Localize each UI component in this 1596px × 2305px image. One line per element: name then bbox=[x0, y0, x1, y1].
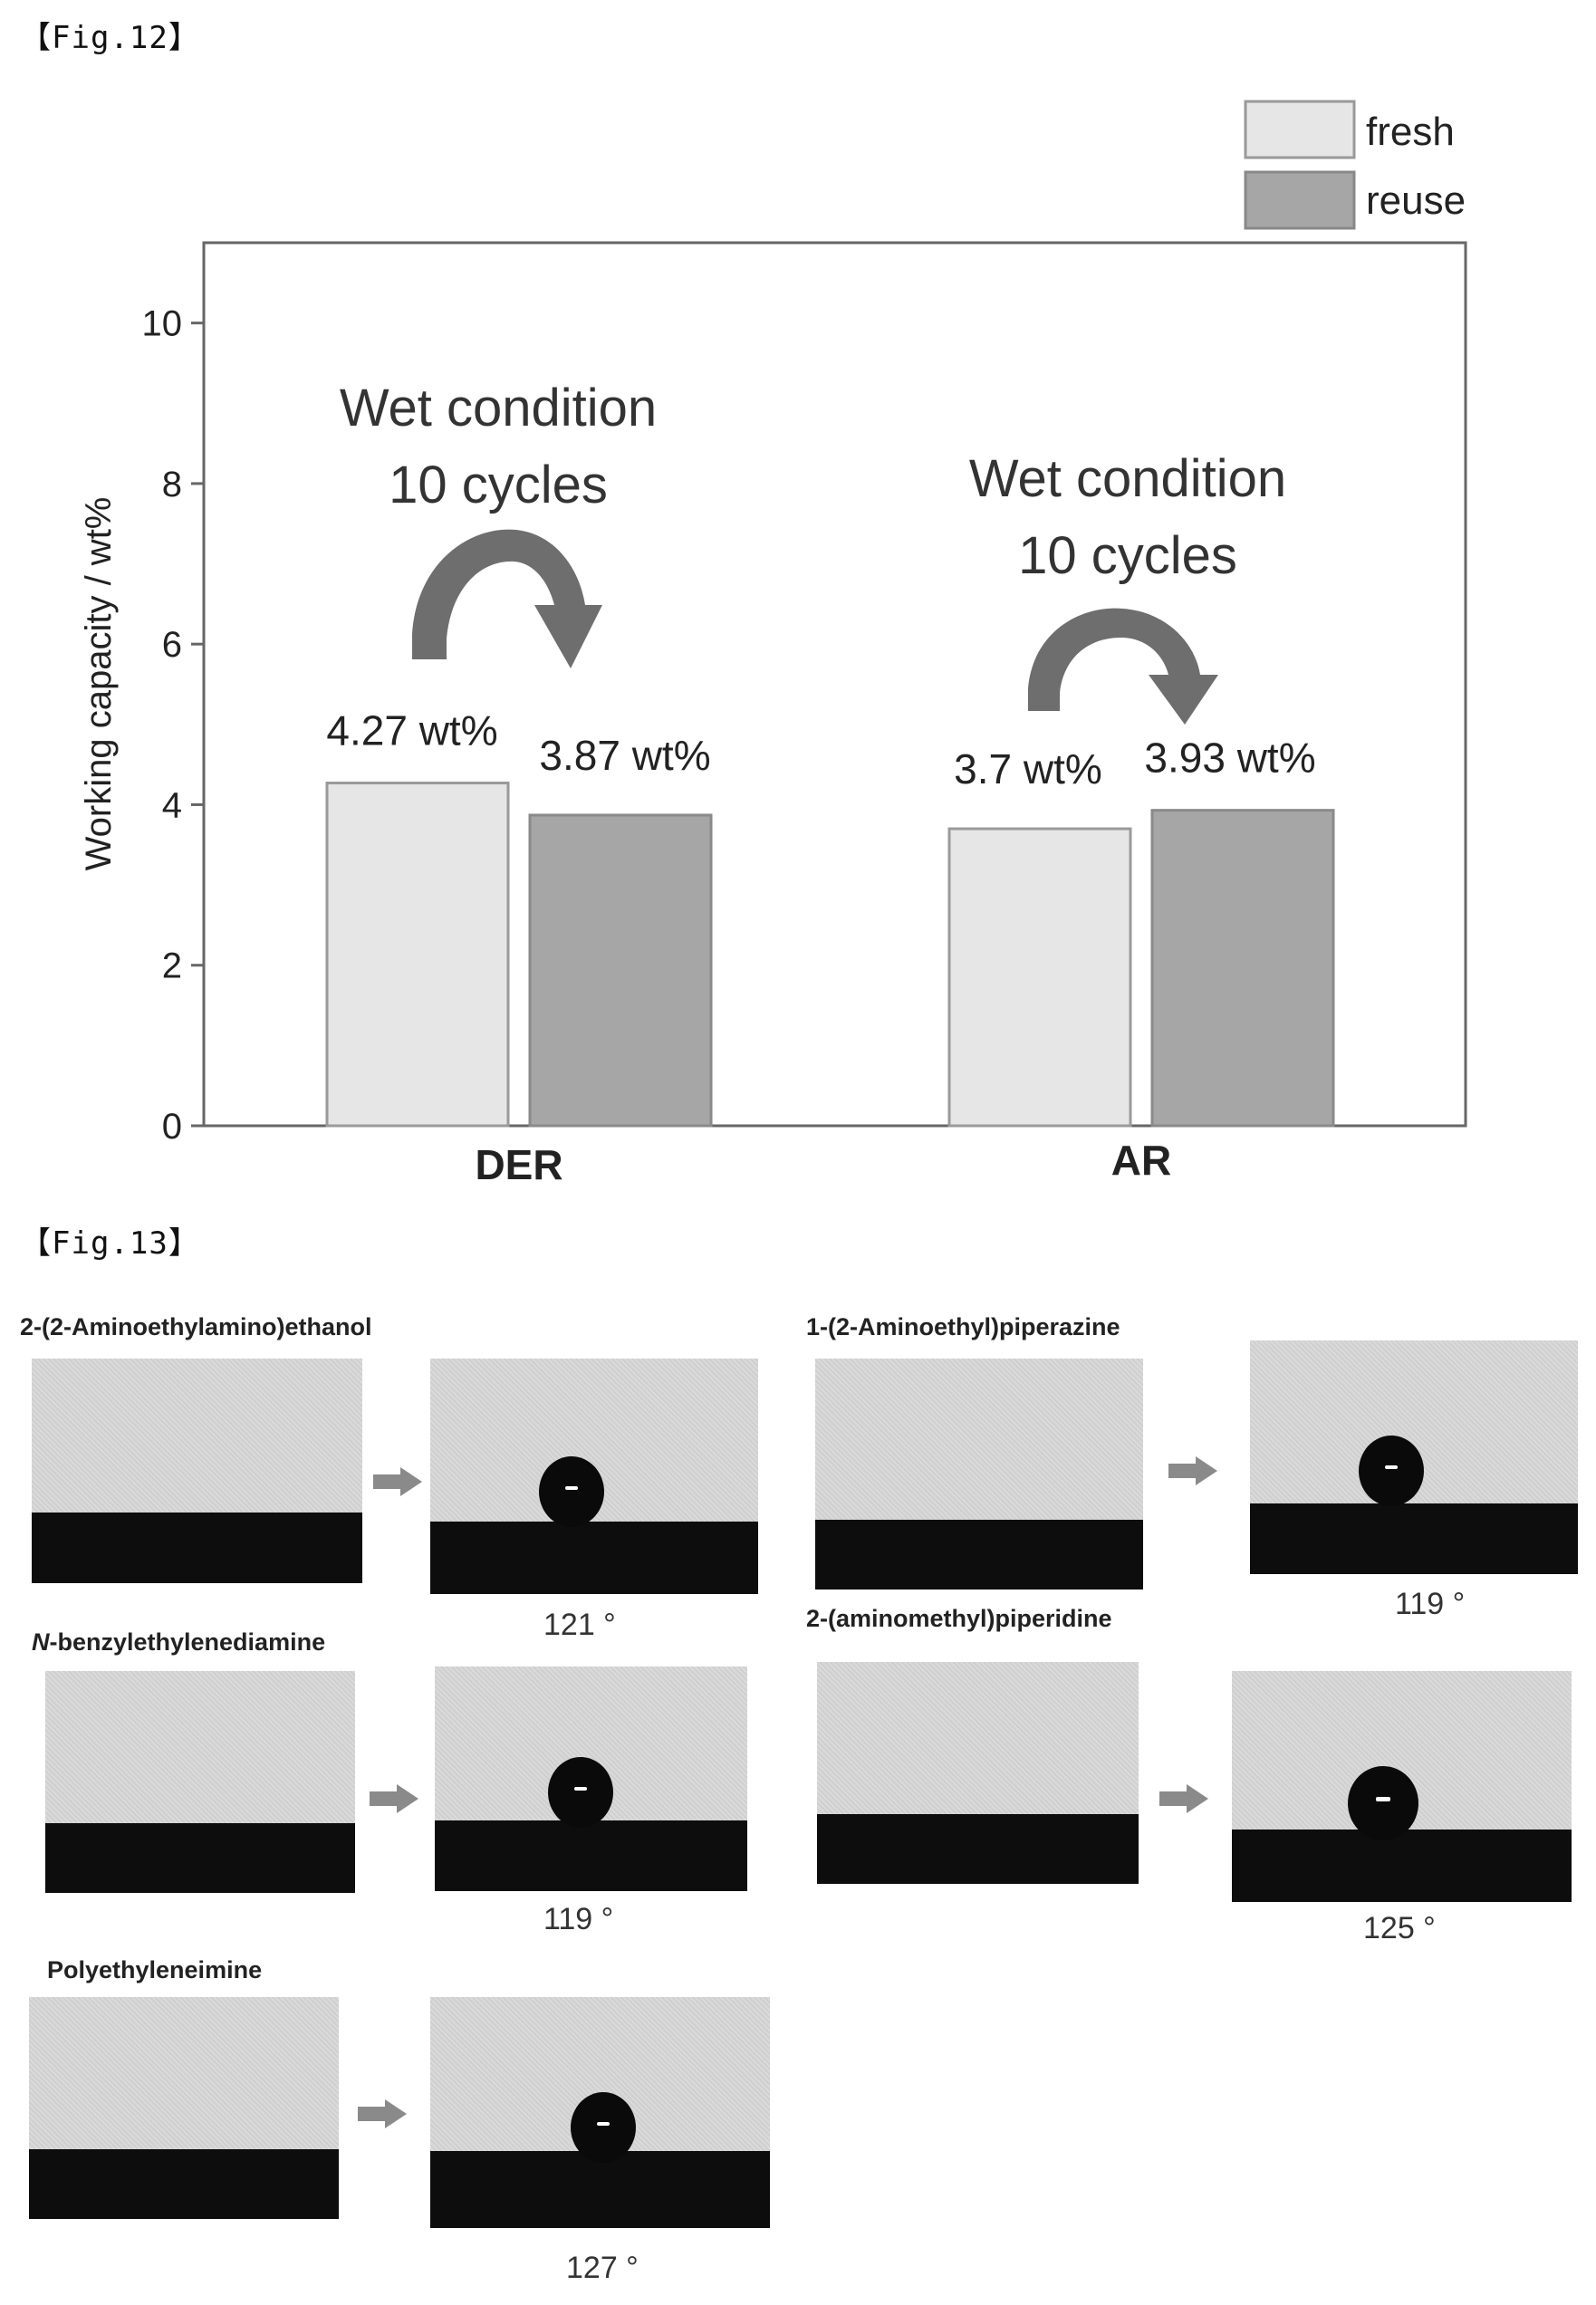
angle-pei: 127 ° bbox=[566, 2251, 639, 2285]
data-label-ar-reuse: 3.93 wt% bbox=[1144, 735, 1315, 782]
panel-title-nbed: N-benzylethylenediamine bbox=[32, 1628, 325, 1657]
panel-title-nbed-prefix: N bbox=[32, 1628, 50, 1656]
fig13-label: 【Fig.13】 bbox=[20, 1225, 200, 1262]
droplet-aeae bbox=[539, 1456, 604, 1527]
droplet-nbed bbox=[548, 1757, 613, 1828]
photo-aep-after bbox=[1250, 1340, 1578, 1574]
curved-arrow-ar bbox=[1028, 608, 1218, 725]
panel-title-aep: 1-(2-Aminoethyl)piperazine bbox=[806, 1313, 1120, 1340]
photo-aep-before bbox=[815, 1359, 1143, 1589]
photo-aeae-before bbox=[32, 1359, 362, 1583]
y-tick-label-6: 6 bbox=[162, 625, 182, 665]
legend-swatch-reuse bbox=[1244, 170, 1356, 230]
annotation-der-line2: 10 cycles bbox=[389, 456, 608, 514]
data-label-der-reuse: 3.87 wt% bbox=[539, 732, 710, 779]
photo-nbed-before bbox=[45, 1671, 355, 1893]
bars bbox=[325, 782, 1335, 1128]
angle-amp: 125 ° bbox=[1363, 1911, 1436, 1945]
bar-der-fresh bbox=[325, 782, 510, 1128]
photo-pei-after bbox=[430, 1997, 770, 2228]
plot-frame bbox=[202, 241, 1467, 1128]
panel-title-pei: Polyethyleneimine bbox=[47, 1956, 263, 1983]
photo-amp-before bbox=[817, 1662, 1139, 1884]
bar-ar-reuse bbox=[1150, 809, 1335, 1128]
data-label-ar-fresh: 3.7 wt% bbox=[954, 745, 1102, 792]
droplet-amp bbox=[1348, 1766, 1418, 1840]
bar-ar-fresh bbox=[947, 827, 1132, 1128]
panel-title-aeae: 2-(2-Aminoethylamino)ethanol bbox=[20, 1313, 372, 1340]
photo-pei-before bbox=[29, 1997, 339, 2219]
panel-title-nbed-text: -benzylethylenediamine bbox=[49, 1628, 326, 1656]
data-labels: 4.27 wt% 3.87 wt% 3.7 wt% 3.93 wt% bbox=[326, 707, 1315, 793]
y-tick-label-0: 0 bbox=[162, 1107, 182, 1147]
bar-der-reuse bbox=[528, 813, 713, 1128]
photo-nbed-after bbox=[435, 1666, 747, 1891]
y-tick-label-4: 4 bbox=[162, 785, 182, 825]
legend-label-fresh: fresh bbox=[1366, 110, 1455, 154]
y-tick-label-8: 8 bbox=[162, 465, 182, 504]
panel-title-amp: 2-(aminomethyl)piperidine bbox=[806, 1605, 1112, 1632]
y-axis-label: Working capacity / wt% bbox=[79, 497, 119, 871]
droplet-aep bbox=[1359, 1436, 1424, 1506]
angle-aep: 119 ° bbox=[1395, 1587, 1466, 1621]
legend: fresh reuse bbox=[1244, 100, 1466, 230]
annotation-ar-line2: 10 cycles bbox=[1018, 526, 1237, 585]
y-tick-label-10: 10 bbox=[142, 304, 183, 344]
photo-amp-after bbox=[1232, 1671, 1572, 1902]
annotation-ar-line1: Wet condition bbox=[969, 449, 1286, 508]
data-label-der-fresh: 4.27 wt% bbox=[326, 707, 497, 754]
fig12-label: 【Fig.12】 bbox=[20, 20, 200, 56]
legend-label-reuse: reuse bbox=[1366, 178, 1466, 223]
category-label-ar: AR bbox=[1111, 1137, 1171, 1184]
photo-aeae-after bbox=[430, 1359, 758, 1594]
category-label-der: DER bbox=[475, 1141, 562, 1188]
y-tick-label-2: 2 bbox=[162, 946, 182, 986]
working-capacity-bar-chart: fresh reuse Working capacity / wt% 0 2 4 6 8… bbox=[79, 100, 1467, 1188]
droplet-pei bbox=[571, 2092, 636, 2163]
y-axis-ticks: 0 2 4 6 8 10 bbox=[142, 304, 204, 1147]
legend-swatch-fresh bbox=[1244, 100, 1356, 159]
angle-aeae: 121 ° bbox=[543, 1608, 616, 1642]
annotation-der-line1: Wet condition bbox=[340, 379, 657, 437]
curved-arrow-der bbox=[412, 529, 602, 668]
angle-nbed: 119 ° bbox=[543, 1902, 614, 1936]
